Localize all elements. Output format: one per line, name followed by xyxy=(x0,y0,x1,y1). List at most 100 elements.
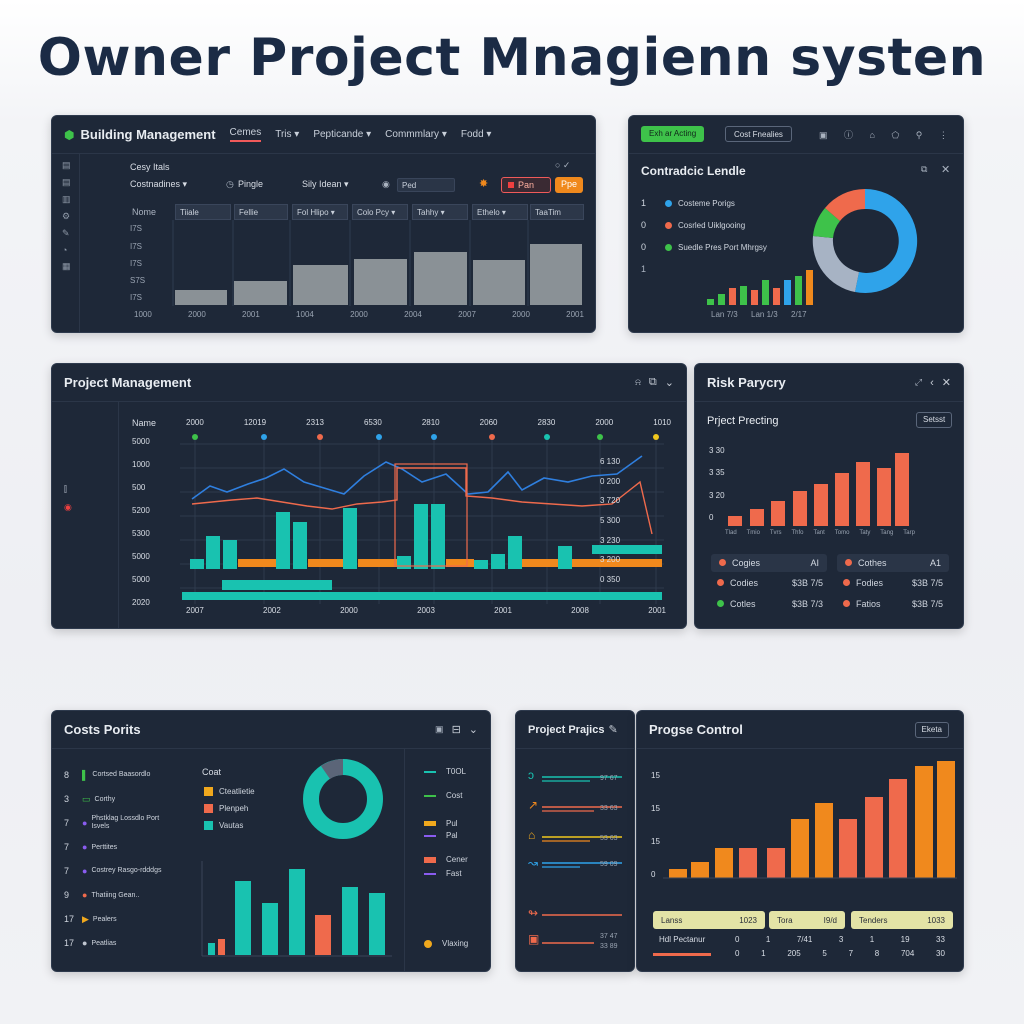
cr-label-5: Fast xyxy=(446,869,462,878)
costs-item-6[interactable]: 17 ▶ Pealers xyxy=(64,907,184,931)
building-title: Building Management xyxy=(80,127,216,142)
tab-0[interactable]: Cemes xyxy=(229,127,262,142)
progress-tag-2[interactable]: Tenders 1033 xyxy=(851,911,953,929)
contractor-bars xyxy=(707,270,813,305)
pen-icon[interactable]: ✎ xyxy=(62,228,70,238)
cbar-1 xyxy=(718,294,725,305)
risk-x-7: Tang xyxy=(880,530,894,536)
x-label-0: 1000 xyxy=(134,310,152,319)
risk-card-0[interactable]: Cogies AI xyxy=(711,554,827,572)
expand-icon[interactable]: ⧉ xyxy=(921,164,928,174)
col-header-6[interactable]: Ethelo ▾ xyxy=(472,204,528,220)
expand-icon[interactable]: ⤢ xyxy=(914,377,923,387)
progress-row-1: 0 1 205 5 7 8 704 30 xyxy=(735,949,945,958)
close-icon[interactable]: ✕ xyxy=(941,164,951,176)
costs-label-6: Pealers xyxy=(92,915,117,923)
chart-icon[interactable]: ⫿ xyxy=(64,484,67,494)
building-sidebar: ▤ ▤ ▥ ⚙ ✎ ◔ ▦ xyxy=(52,154,80,332)
progress-y-labels: 15 15 15 0 xyxy=(651,771,660,879)
pm-bar-1 xyxy=(206,536,220,569)
action-btn-a[interactable]: Pan xyxy=(501,177,551,193)
edit-icon[interactable]: ✎ xyxy=(608,724,618,736)
pm-x-labels: 2007 2002 2000 2003 2001 2008 2001 xyxy=(186,606,666,615)
cbar-a5 xyxy=(315,915,331,955)
toolbar-btn-1[interactable]: Exh ar Acting xyxy=(641,126,705,142)
risk-bar-8 xyxy=(895,453,909,526)
lock-icon[interactable]: ⊟ xyxy=(451,724,461,736)
close-icon[interactable]: ✕ xyxy=(941,377,951,389)
progress-tag-value-1: I9/d xyxy=(823,915,837,925)
tab-1[interactable]: Tris ▾ xyxy=(275,129,300,140)
col-header-2[interactable]: Fellie xyxy=(234,204,288,220)
risk-row-2: Codies $3B 7/5 xyxy=(717,578,823,588)
bell-icon[interactable]: ⍾ xyxy=(634,377,641,387)
cbar-a4 xyxy=(289,869,305,955)
tab-4[interactable]: Fodd ▾ xyxy=(460,129,492,140)
refresh-icon[interactable]: ○ ✓ xyxy=(555,160,571,170)
risk-btn[interactable]: Setsst xyxy=(916,412,953,428)
costs-item-7[interactable]: 17 ● Peatlias xyxy=(64,931,184,955)
pm-title: Project Management xyxy=(64,375,192,390)
filter-2[interactable]: Sily Idean ▾ xyxy=(302,179,349,189)
filter-1[interactable]: Pingle xyxy=(238,179,264,189)
col-header-1[interactable]: Tiiale xyxy=(175,204,231,220)
costs-item-3[interactable]: 7 ● Perttites xyxy=(64,835,184,859)
building-header: ⬢ Building Management Cemes Tris ▾ Pepti… xyxy=(52,116,595,154)
risk-x-6: Taty xyxy=(859,530,871,536)
chevron-down-icon[interactable]: ⌄ xyxy=(468,724,478,736)
costs-legend-title: Coat xyxy=(202,767,222,777)
list-icon[interactable]: ▤ xyxy=(62,160,71,170)
col-header-7[interactable]: TaaTim xyxy=(530,204,584,220)
costs-item-4[interactable]: 7 ● Costrey Rasgo-rdddgs xyxy=(64,859,184,883)
person-icon[interactable]: ◔ xyxy=(62,245,68,255)
risk-card-1[interactable]: Cothes A1 xyxy=(837,554,949,572)
doc-icon[interactable]: ▤ xyxy=(62,177,71,187)
cbar-2 xyxy=(729,288,736,305)
tab-3[interactable]: Commmlary ▾ xyxy=(385,129,447,140)
risk-bar-6 xyxy=(856,462,870,526)
chevron-down-icon[interactable]: ⌄ xyxy=(664,377,674,389)
toolbar-icons[interactable]: ▣ ⓘ ⌂ ⬠ ⚲ ⋮ xyxy=(819,130,955,140)
pbar-0 xyxy=(669,869,687,878)
risk-panel: Risk Parycry ⤢ ‹ ✕ Prject Precting Setss… xyxy=(694,363,964,629)
costs-item-0[interactable]: 8 ▌ Cortsed Baasordlo xyxy=(64,763,184,787)
cl-label-2: Vautas xyxy=(219,821,244,830)
folder-icon[interactable]: ▥ xyxy=(62,194,71,204)
cl-label-0: Cteatlietie xyxy=(219,787,255,796)
bar-0 xyxy=(175,290,227,305)
alert-icon[interactable]: ◉ xyxy=(64,502,72,512)
settings-icon[interactable]: ⚙ xyxy=(62,211,71,221)
pr1-c3: 5 xyxy=(822,949,827,958)
toolbar-btn-2[interactable]: Cost Fnealies xyxy=(725,126,792,142)
pm-x-6: 2001 xyxy=(648,606,666,615)
costs-num-4: 7 xyxy=(64,866,70,876)
costs-item-2[interactable]: 7 ● Phstklag Lossdlo Port Isvels xyxy=(64,811,184,835)
cr-line-2 xyxy=(424,821,436,826)
pr0-c3: 3 xyxy=(838,935,844,944)
collapse-icon[interactable]: ‹ xyxy=(930,376,934,389)
sun-icon[interactable]: ✸ xyxy=(479,178,489,190)
tab-2[interactable]: Pepticande ▾ xyxy=(313,129,372,140)
col-header-4[interactable]: Colo Pcy ▾ xyxy=(352,204,408,220)
pm-divider xyxy=(118,402,119,628)
action-btn-b[interactable]: Ppe xyxy=(555,177,583,193)
donut-green xyxy=(813,208,840,238)
progress-tag-0[interactable]: Lanss 1023 xyxy=(653,911,765,929)
grid-icon[interactable]: ▦ xyxy=(62,261,71,271)
costs-item-1[interactable]: 3 ▭ Corthy xyxy=(64,787,184,811)
filter-3[interactable]: Ped xyxy=(397,178,455,192)
copy-icon[interactable]: ⧉ xyxy=(648,376,657,388)
progress-tag-1[interactable]: Tora I9/d xyxy=(769,911,845,929)
costs-num-0: 8 xyxy=(64,770,70,780)
costs-item-5[interactable]: 9 ● Thatiing Gean.. xyxy=(64,883,184,907)
risk-y-3: 0 xyxy=(709,512,714,522)
cbar-a7 xyxy=(369,893,385,955)
save-icon[interactable]: ▣ xyxy=(435,724,444,734)
progress-btn[interactable]: Eketa xyxy=(914,722,949,738)
svg-text:ↄ: ↄ xyxy=(528,768,534,782)
filter-0[interactable]: Costnadines ▾ xyxy=(130,179,188,189)
x-label-8: 2001 xyxy=(566,310,584,319)
x-label-6: 2007 xyxy=(458,310,476,319)
col-header-3[interactable]: Fol Hlipo ▾ xyxy=(292,204,348,220)
col-header-5[interactable]: Tahhy ▾ xyxy=(412,204,468,220)
